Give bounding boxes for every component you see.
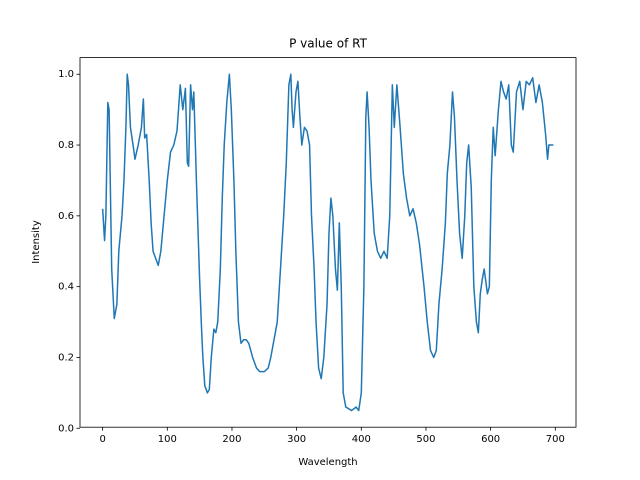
x-axis-label: Wavelength — [298, 457, 357, 468]
x-tick-label: 200 — [222, 434, 241, 445]
plot-frame — [79, 57, 577, 428]
x-tick-label: 600 — [481, 434, 500, 445]
x-tick-label: 300 — [287, 434, 306, 445]
x-tick-label: 500 — [416, 434, 435, 445]
x-tick-label: 0 — [99, 434, 105, 445]
y-axis-label: Intensity — [31, 220, 42, 264]
y-tick-label: 0.6 — [58, 211, 74, 222]
y-tick-label: 1.0 — [58, 69, 74, 80]
x-tick-label: 100 — [158, 434, 177, 445]
data-line — [101, 73, 554, 412]
y-tick-label: 0.0 — [58, 423, 74, 434]
x-tick-label: 700 — [546, 434, 565, 445]
y-tick-label: 0.2 — [58, 352, 74, 363]
y-tick-label: 0.8 — [58, 140, 74, 151]
x-tick-label: 400 — [352, 434, 371, 445]
chart-title: P value of RT — [289, 37, 367, 51]
y-tick-label: 0.4 — [58, 282, 74, 293]
